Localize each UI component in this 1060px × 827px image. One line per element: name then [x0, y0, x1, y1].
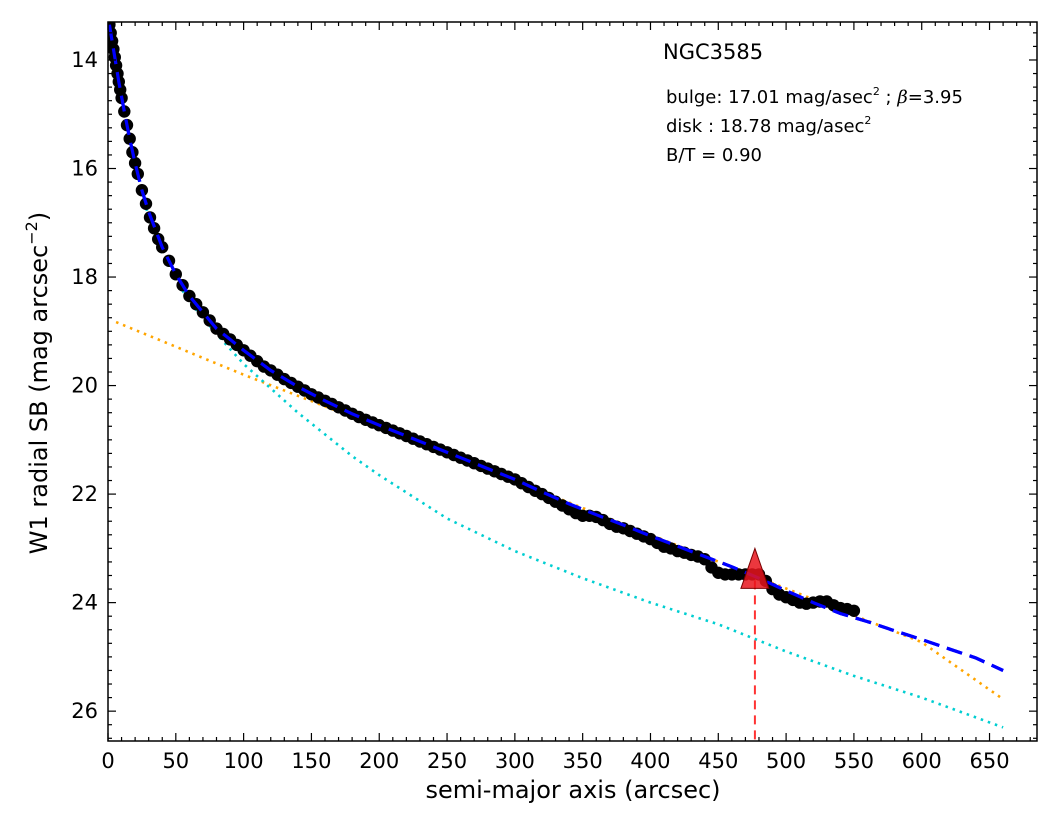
total-fit-overlay — [108, 24, 1004, 672]
y-axis-label: W1 radial SB (mag arcsec−2) — [22, 212, 53, 554]
y-tick-label: 26 — [71, 699, 98, 723]
chart-title: NGC3585 — [663, 40, 763, 64]
y-tick-label: 16 — [71, 157, 98, 181]
bulge-annotation: bulge: 17.01 mag/asec2 ; β=3.95 — [666, 85, 963, 108]
y-axis-ticks: 14 16 18 20 22 24 26 — [71, 32, 1037, 739]
disk-annotation: disk : 18.78 mag/asec2 — [666, 114, 871, 137]
x-tick-label: 50 — [162, 749, 189, 773]
y-tick-label: 20 — [71, 374, 98, 398]
data-point — [123, 132, 136, 145]
x-tick-label: 600 — [902, 749, 942, 773]
data-point — [847, 604, 861, 617]
y-tick-label: 14 — [71, 48, 98, 72]
data-point — [147, 222, 161, 235]
x-axis-ticks: 0 50 100 150 200 250 300 350 400 450 500 550 600 650 — [101, 22, 1031, 773]
x-tick-label: 300 — [495, 749, 535, 773]
x-tick-label: 650 — [969, 749, 1009, 773]
y-tick-label: 24 — [71, 591, 98, 615]
data-point — [128, 156, 142, 170]
break-triangle — [740, 546, 770, 589]
x-tick-label: 550 — [834, 749, 874, 773]
plot-frame — [107, 21, 1038, 742]
x-tick-label: 450 — [698, 749, 738, 773]
y-tick-label: 22 — [71, 482, 98, 506]
x-tick-label: 500 — [766, 749, 806, 773]
data-points — [108, 22, 1004, 672]
x-tick-label: 150 — [291, 749, 331, 773]
x-tick-label: 0 — [101, 749, 114, 773]
break-marker — [740, 546, 770, 741]
bt-annotation: B/T = 0.90 — [666, 145, 762, 166]
x-tick-label: 100 — [224, 749, 264, 773]
x-tick-label: 250 — [427, 749, 467, 773]
x-tick-label: 400 — [630, 749, 670, 773]
y-tick-label: 18 — [71, 265, 98, 289]
data-point — [118, 105, 131, 118]
x-axis-label: semi-major axis (arcsec) — [425, 776, 720, 804]
x-tick-label: 200 — [359, 749, 399, 773]
x-tick-label: 350 — [563, 749, 603, 773]
